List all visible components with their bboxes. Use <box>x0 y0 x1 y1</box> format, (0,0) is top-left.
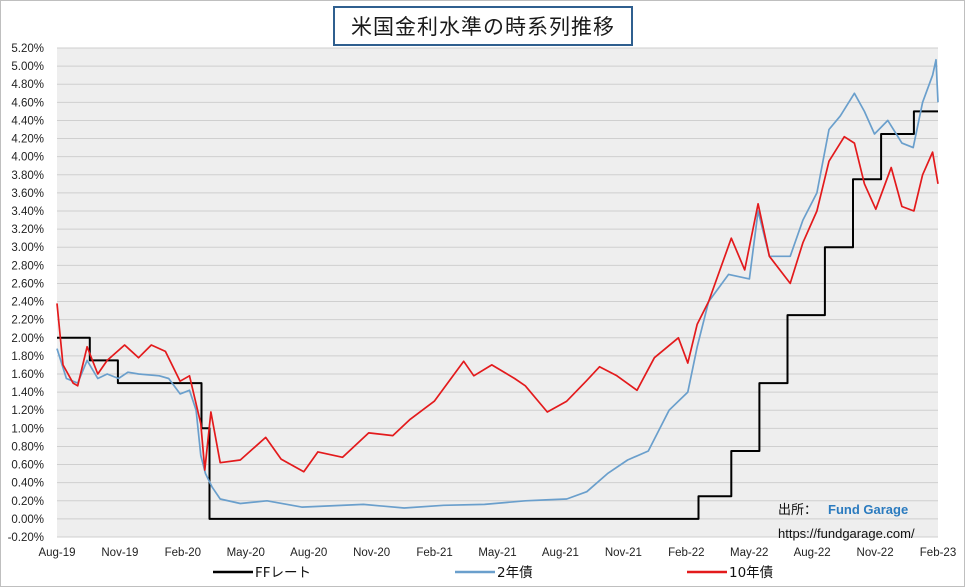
y-tick-label: 5.00% <box>11 61 44 73</box>
y-tick-label: 1.20% <box>11 405 44 417</box>
x-tick-label: Nov-20 <box>353 547 390 559</box>
y-tick-label: 3.20% <box>11 224 44 236</box>
x-tick-label: Nov-19 <box>101 547 138 559</box>
y-tick-label: 4.40% <box>11 115 44 127</box>
series-line-1 <box>57 110 938 520</box>
legend-label: 10年債 <box>729 565 773 581</box>
y-tick-label: 2.40% <box>11 297 44 309</box>
x-tick-label: May-22 <box>730 547 768 559</box>
y-tick-label: 5.20% <box>11 43 44 55</box>
x-axis: Aug-19 Nov-19 Feb-20 May-20 Aug-20 Nov-20 Feb-… <box>38 547 956 559</box>
x-tick-label: Nov-21 <box>605 547 642 559</box>
y-tick-label: 1.60% <box>11 369 44 381</box>
x-tick-label: Nov-22 <box>857 547 894 559</box>
y-tick-label: 1.40% <box>11 387 44 399</box>
series-line-3 <box>56 135 939 473</box>
y-tick-label: 2.00% <box>11 333 44 345</box>
source-name: Fund Garage <box>828 502 908 517</box>
y-tick-label: -0.20% <box>8 532 44 544</box>
x-tick-label: May-20 <box>227 547 265 559</box>
y-tick-label: 0.00% <box>11 514 44 526</box>
gridlines <box>57 47 938 538</box>
x-tick-label: Aug-22 <box>794 547 831 559</box>
y-tick-label: 0.20% <box>11 496 44 508</box>
x-tick-label: Feb-20 <box>165 547 201 559</box>
chart-title: 米国金利水準の時系列推移 <box>351 15 615 39</box>
y-tick-label: 0.80% <box>11 441 44 453</box>
y-tick-label: 4.00% <box>11 152 44 164</box>
legend-label: 2年債 <box>497 565 533 581</box>
y-tick-label: 2.60% <box>11 278 44 290</box>
legend-label: FFレート <box>255 565 311 581</box>
series-lines <box>56 58 939 520</box>
y-tick-label: 2.80% <box>11 260 44 272</box>
chart-title-box: 米国金利水準の時系列推移 <box>333 6 633 46</box>
y-tick-label: 3.60% <box>11 188 44 200</box>
plot-background <box>57 48 938 537</box>
x-tick-label: Feb-23 <box>920 547 956 559</box>
series-line-2 <box>56 58 939 509</box>
y-tick-label: 4.80% <box>11 79 44 91</box>
source-url: https://fundgarage.com/ <box>778 526 915 541</box>
legend: FFレート 2年債 10年債 <box>213 565 773 581</box>
x-tick-label: Feb-21 <box>416 547 452 559</box>
source-note: 出所： Fund Garage https://fundgarage.com/ <box>778 502 915 541</box>
y-tick-label: 1.00% <box>11 423 44 435</box>
x-tick-label: Aug-19 <box>38 547 75 559</box>
y-tick-label: 0.40% <box>11 478 44 490</box>
y-tick-label: 0.60% <box>11 460 44 472</box>
y-tick-label: 1.80% <box>11 351 44 363</box>
plot-area <box>57 48 938 537</box>
y-tick-label: 4.20% <box>11 134 44 146</box>
x-tick-label: Aug-21 <box>542 547 579 559</box>
source-prefix: 出所： <box>778 502 817 517</box>
y-axis: -0.20% 0.00% 0.20% 0.40% 0.60% 0.80% 1.00% 1.20… <box>8 43 44 544</box>
x-tick-label: May-21 <box>478 547 516 559</box>
y-tick-label: 3.80% <box>11 170 44 182</box>
y-tick-label: 3.00% <box>11 242 44 254</box>
y-tick-label: 4.60% <box>11 97 44 109</box>
y-tick-label: 3.40% <box>11 206 44 218</box>
x-tick-label: Aug-20 <box>290 547 327 559</box>
y-tick-label: 2.20% <box>11 315 44 327</box>
x-tick-label: Feb-22 <box>668 547 704 559</box>
